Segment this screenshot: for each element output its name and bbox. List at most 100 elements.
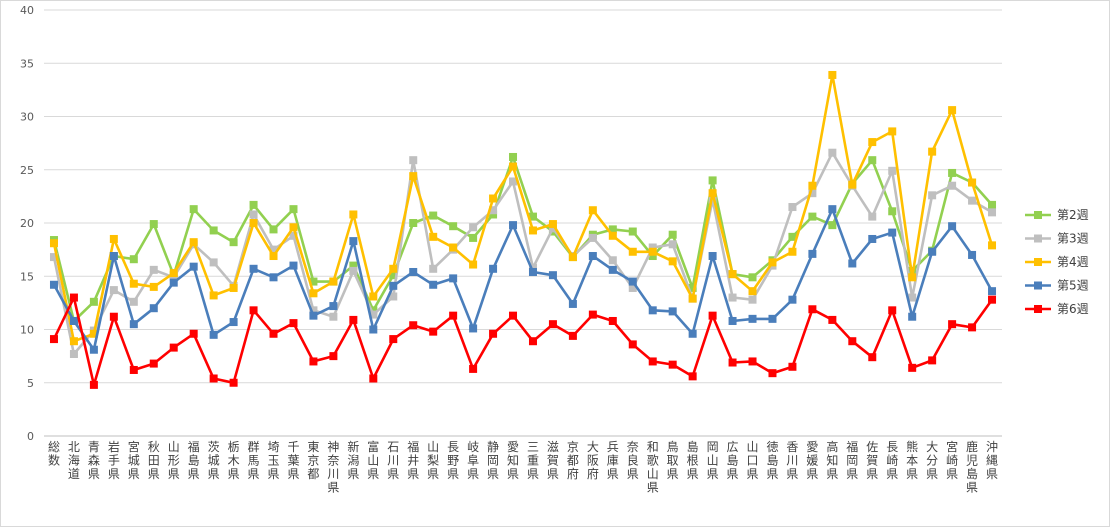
data-point [668, 240, 677, 249]
x-tick-label: 新潟県 [347, 439, 359, 481]
data-point [329, 312, 338, 321]
y-tick-label: 20 [20, 217, 34, 230]
data-point [588, 310, 597, 319]
data-point [888, 166, 897, 175]
data-point [269, 225, 278, 234]
x-tick-label: 香川県 [786, 440, 798, 481]
x-tick-label: 石川県 [387, 440, 399, 481]
data-point [888, 207, 897, 216]
x-tick-label: 和歌山県 [647, 440, 659, 495]
data-point [489, 329, 498, 338]
data-point [708, 189, 717, 198]
data-point [89, 380, 98, 389]
data-point [429, 232, 438, 241]
data-point [209, 291, 218, 300]
data-point [608, 316, 617, 325]
data-point [509, 221, 518, 230]
data-point [728, 358, 737, 367]
data-point [948, 222, 957, 231]
data-point [329, 302, 338, 311]
data-point [928, 191, 937, 200]
data-point [808, 181, 817, 190]
data-point [409, 172, 418, 181]
data-point [229, 378, 238, 387]
data-point [109, 252, 118, 261]
data-point [628, 283, 637, 292]
data-point [988, 241, 997, 250]
data-point [49, 335, 58, 344]
data-point [149, 359, 158, 368]
data-point [848, 337, 857, 346]
data-point [389, 292, 398, 301]
data-point [648, 252, 657, 261]
data-point [768, 369, 777, 378]
data-point [848, 180, 857, 189]
legend-swatch-marker [1034, 234, 1042, 243]
x-tick-label: 長崎県 [886, 440, 898, 481]
data-point [149, 304, 158, 313]
data-point [469, 364, 478, 373]
data-point [369, 306, 378, 315]
data-point [568, 331, 577, 340]
series-line [52, 73, 994, 343]
x-axis-ticks: 総数北海道青森県岩手県宮城県秋田県山形県福島県茨城県栃木県群馬県埼玉県千葉県東京… [48, 439, 998, 495]
data-point [129, 365, 138, 374]
data-point [788, 232, 797, 241]
data-point [548, 271, 557, 280]
x-tick-label: 埼玉県 [268, 440, 280, 481]
series-第4週 [49, 70, 997, 346]
data-point [449, 311, 458, 320]
data-point [269, 252, 278, 261]
data-point [49, 239, 58, 248]
data-point [289, 261, 298, 270]
data-point [209, 258, 218, 267]
data-point [688, 283, 697, 292]
data-point [409, 219, 418, 227]
data-point [169, 343, 178, 352]
x-tick-label: 富山県 [367, 439, 379, 481]
x-tick-label: 岐阜県 [467, 440, 479, 481]
data-point [868, 156, 877, 165]
x-tick-label: 滋賀県 [547, 440, 559, 481]
data-point [828, 315, 837, 324]
x-tick-label: 徳島県 [766, 439, 778, 481]
data-point [608, 256, 617, 265]
x-tick-label: 兵庫県 [607, 440, 619, 481]
data-point [748, 314, 757, 323]
data-point [788, 203, 797, 212]
data-point [708, 176, 717, 185]
data-point [788, 362, 797, 371]
data-point [229, 318, 238, 327]
data-point [908, 293, 917, 302]
x-tick-label: 青森県 [88, 440, 100, 481]
data-point [489, 206, 498, 215]
data-point [489, 194, 498, 203]
data-point [289, 319, 298, 328]
data-point [249, 264, 258, 273]
data-point [349, 210, 358, 219]
series-第6週 [49, 293, 997, 389]
x-tick-label: 北海道 [68, 440, 80, 481]
data-point [808, 189, 817, 198]
data-point [548, 320, 557, 329]
data-point [628, 277, 637, 286]
data-point [389, 271, 398, 280]
x-tick-label: 鳥取県 [667, 439, 679, 481]
data-point [908, 273, 917, 282]
data-point [868, 353, 877, 362]
data-point [568, 299, 577, 308]
data-point [948, 106, 957, 115]
data-point [509, 162, 518, 171]
data-point [309, 311, 318, 320]
data-point [309, 277, 318, 286]
x-tick-label: 山形県 [168, 440, 180, 481]
x-tick-label: 神奈川県 [327, 440, 339, 495]
x-tick-label: 総数 [48, 440, 60, 468]
data-point [708, 311, 717, 320]
data-point [588, 233, 597, 242]
x-tick-label: 愛媛県 [806, 440, 818, 481]
data-point [688, 372, 697, 381]
data-point [648, 306, 657, 315]
data-point [908, 312, 917, 321]
